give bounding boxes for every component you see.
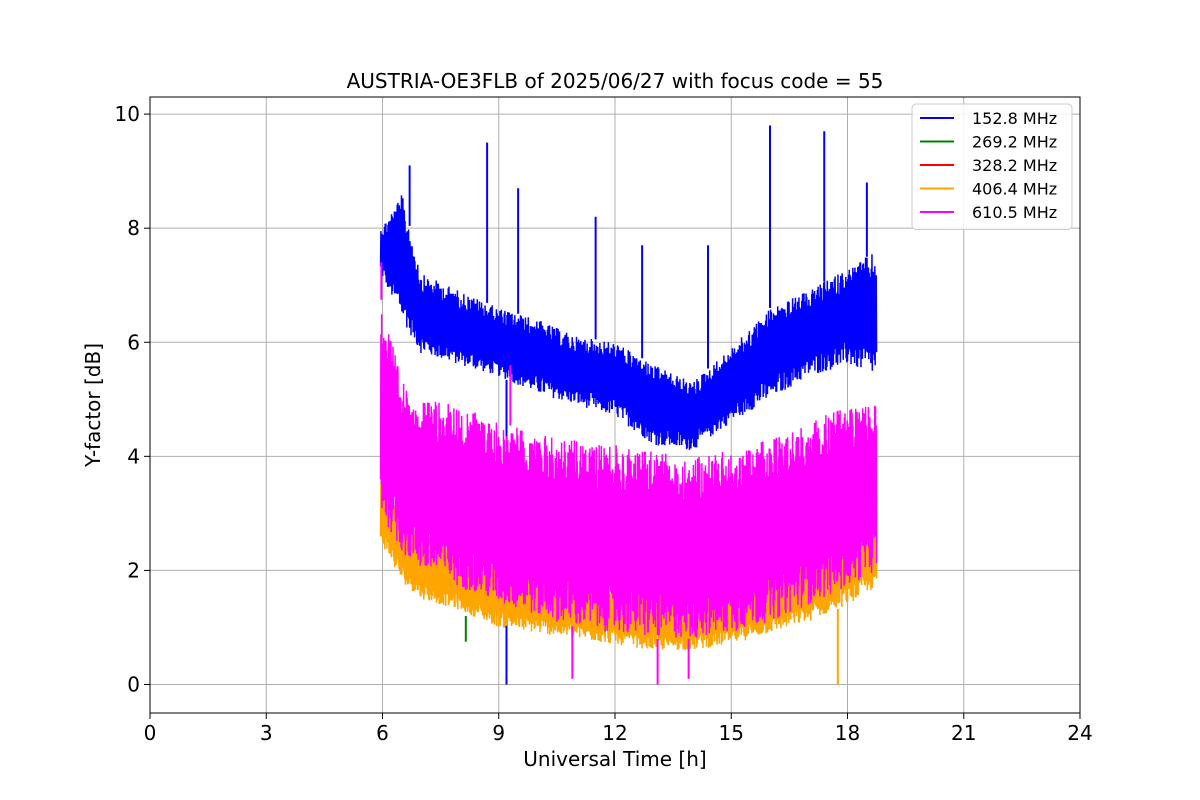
x-tick-label: 15 xyxy=(719,721,744,745)
series-line xyxy=(379,195,878,450)
legend-label: 152.8 MHz xyxy=(972,109,1057,128)
x-tick-label: 6 xyxy=(376,721,389,745)
y-tick-label: 10 xyxy=(115,102,140,126)
series-610-5-mhz xyxy=(379,262,878,685)
series-layer xyxy=(379,125,878,685)
y-tick-label: 0 xyxy=(127,672,140,696)
legend-box xyxy=(911,103,1073,230)
x-axis-label: Universal Time [h] xyxy=(523,747,706,771)
x-tick-label: 12 xyxy=(602,721,627,745)
y-axis-label: Y-factor [dB] xyxy=(81,343,105,468)
x-tick-label: 24 xyxy=(1067,721,1092,745)
series-152-8-mhz xyxy=(379,125,878,685)
legend-label: 610.5 MHz xyxy=(972,203,1057,222)
legend: 152.8 MHz 269.2 MHz 328.2 MHz 406.4 MHz 610.… xyxy=(911,103,1073,230)
y-tick-label: 4 xyxy=(127,444,140,468)
y-tick-label: 2 xyxy=(127,558,140,582)
x-tick-label: 21 xyxy=(951,721,976,745)
x-tick-label: 0 xyxy=(144,721,157,745)
y-tick-label: 6 xyxy=(127,330,140,354)
x-tick-label: 9 xyxy=(492,721,505,745)
legend-label: 269.2 MHz xyxy=(972,133,1057,152)
y-tick-label: 8 xyxy=(127,216,140,240)
legend-label: 328.2 MHz xyxy=(972,156,1057,175)
chart-title: AUSTRIA-OE3FLB of 2025/06/27 with focus … xyxy=(347,69,884,93)
x-tick-label: 18 xyxy=(835,721,860,745)
legend-label: 406.4 MHz xyxy=(972,180,1057,199)
x-tick-label: 3 xyxy=(260,721,273,745)
series-line xyxy=(379,314,878,638)
